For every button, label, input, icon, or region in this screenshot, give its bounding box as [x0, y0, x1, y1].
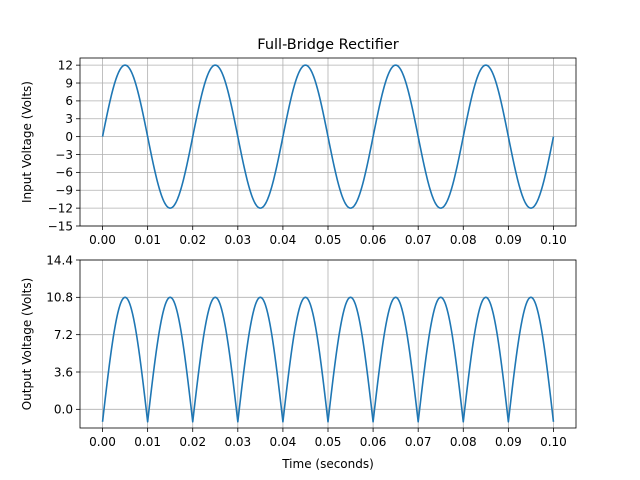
- input-y-tick-label: 9: [65, 76, 73, 90]
- input-voltage-axes: 0.00 0.01 0.02 0.03 0.04 0.05 0.06 0.07 0.08 0.09…: [20, 57, 577, 247]
- input-series-layer: [101, 64, 555, 209]
- input-x-tick-label: 0.07: [405, 233, 432, 247]
- output-y-axis-label: Output Voltage (Volts): [20, 278, 34, 411]
- output-ticks: 0.00 0.01 0.02 0.03 0.04 0.05 0.06 0.07 0.08 0.09…: [46, 253, 567, 449]
- output-y-tick-label: 0.0: [54, 403, 73, 417]
- output-x-tick-label: 0.08: [450, 435, 477, 449]
- input-x-tick-label: 0.06: [360, 233, 387, 247]
- output-y-tick-label: 3.6: [54, 365, 73, 379]
- input-grid: [80, 58, 576, 227]
- input-voltage-line: [101, 64, 555, 209]
- input-y-tick-label: −6: [55, 166, 73, 180]
- input-y-tick-label: −12: [48, 201, 73, 215]
- output-x-tick-label: 0.06: [360, 435, 387, 449]
- input-y-tick-label: 3: [65, 112, 73, 126]
- input-x-tick-label: 0.05: [315, 233, 342, 247]
- chart-title: Full-Bridge Rectifier: [257, 37, 398, 53]
- input-x-tick-label: 0.00: [89, 233, 116, 247]
- input-x-tick-label: 0.10: [540, 233, 567, 247]
- output-x-tick-label: 0.00: [89, 435, 116, 449]
- input-y-tick-label: −9: [55, 184, 73, 198]
- output-x-tick-label: 0.05: [315, 435, 342, 449]
- output-x-tick-label: 0.04: [270, 435, 297, 449]
- output-x-tick-label: 0.02: [179, 435, 206, 449]
- output-x-tick-label: 0.09: [495, 435, 522, 449]
- input-x-tick-label: 0.04: [270, 233, 297, 247]
- input-x-tick-label: 0.08: [450, 233, 477, 247]
- output-y-tick-label: 7.2: [54, 328, 73, 342]
- input-ticks: 0.00 0.01 0.02 0.03 0.04 0.05 0.06 0.07 0.08 0.09…: [48, 58, 567, 247]
- output-x-tick-label: 0.07: [405, 435, 432, 449]
- output-series-layer: [101, 296, 555, 423]
- output-voltage-axes: 0.00 0.01 0.02 0.03 0.04 0.05 0.06 0.07 0.08 0.09…: [20, 253, 577, 471]
- output-y-tick-label: 14.4: [46, 253, 73, 267]
- input-y-tick-label: −15: [48, 219, 73, 233]
- input-y-tick-label: 12: [58, 58, 73, 72]
- output-x-tick-label: 0.10: [540, 435, 567, 449]
- output-x-tick-label: 0.03: [224, 435, 251, 449]
- input-y-tick-label: 6: [65, 94, 73, 108]
- output-y-tick-label: 10.8: [46, 291, 73, 305]
- input-x-tick-label: 0.03: [224, 233, 251, 247]
- input-y-tick-label: 0: [65, 130, 73, 144]
- input-y-tick-label: −3: [55, 148, 73, 162]
- output-x-tick-label: 0.01: [134, 435, 161, 449]
- input-x-tick-label: 0.02: [179, 233, 206, 247]
- output-x-axis-label: Time (seconds): [281, 457, 374, 471]
- input-y-axis-label: Input Voltage (Volts): [20, 81, 34, 203]
- input-x-tick-label: 0.09: [495, 233, 522, 247]
- input-x-tick-label: 0.01: [134, 233, 161, 247]
- output-voltage-line: [101, 296, 555, 423]
